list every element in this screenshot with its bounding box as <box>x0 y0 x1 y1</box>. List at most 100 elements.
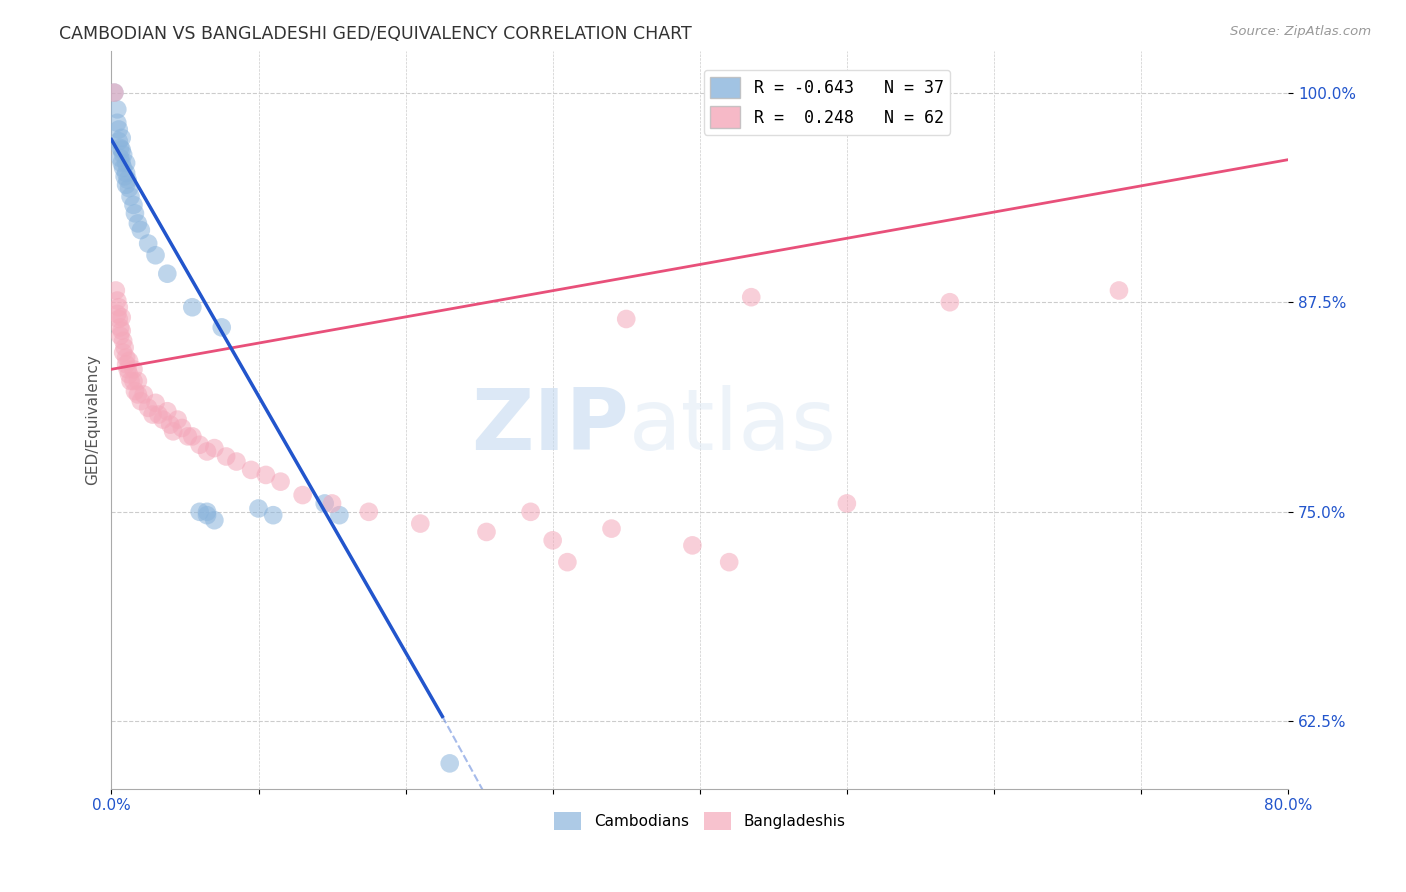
Point <box>321 496 343 510</box>
Point <box>124 206 146 220</box>
Point <box>110 328 132 343</box>
Point <box>145 248 167 262</box>
Point <box>681 538 703 552</box>
Point <box>188 505 211 519</box>
Point <box>519 505 541 519</box>
Point <box>225 454 247 468</box>
Point <box>107 134 129 148</box>
Point <box>541 533 564 548</box>
Point <box>114 169 136 184</box>
Point <box>118 368 141 382</box>
Text: CAMBODIAN VS BANGLADESHI GED/EQUIVALENCY CORRELATION CHART: CAMBODIAN VS BANGLADESHI GED/EQUIVALENCY… <box>59 25 692 43</box>
Point <box>111 156 134 170</box>
Point <box>291 488 314 502</box>
Point <box>195 508 218 523</box>
Text: Source: ZipAtlas.com: Source: ZipAtlas.com <box>1230 25 1371 38</box>
Point <box>136 236 159 251</box>
Point <box>105 116 128 130</box>
Point <box>115 166 138 180</box>
Point <box>162 425 184 439</box>
Legend: Cambodians, Bangladeshis: Cambodians, Bangladeshis <box>548 806 852 836</box>
Point <box>110 320 132 334</box>
Point <box>120 374 142 388</box>
Point <box>112 345 135 359</box>
Point <box>740 290 762 304</box>
Point <box>118 181 141 195</box>
Point <box>122 374 145 388</box>
Point <box>132 387 155 401</box>
Point <box>112 334 135 348</box>
Point <box>215 450 238 464</box>
Text: atlas: atlas <box>628 385 837 468</box>
Point <box>111 131 134 145</box>
Point <box>107 300 129 314</box>
Point <box>181 300 204 314</box>
Point <box>117 173 139 187</box>
Point <box>122 198 145 212</box>
Point <box>177 429 200 443</box>
Point <box>127 387 149 401</box>
Point <box>148 408 170 422</box>
Point <box>122 362 145 376</box>
Point <box>835 496 858 510</box>
Point <box>107 312 129 326</box>
Y-axis label: GED/Equivalency: GED/Equivalency <box>86 354 100 485</box>
Point <box>118 354 141 368</box>
Point <box>188 438 211 452</box>
Point <box>110 151 132 165</box>
Point <box>115 178 138 192</box>
Point <box>254 467 277 482</box>
Point <box>614 312 637 326</box>
Point <box>115 351 138 365</box>
Point <box>409 516 432 531</box>
Point <box>120 189 142 203</box>
Point <box>195 444 218 458</box>
Point <box>195 505 218 519</box>
Point <box>114 341 136 355</box>
Point <box>328 508 350 523</box>
Point <box>112 161 135 175</box>
Point <box>115 357 138 371</box>
Point <box>111 143 134 157</box>
Point <box>105 293 128 308</box>
Point <box>170 421 193 435</box>
Point <box>357 505 380 519</box>
Point <box>127 216 149 230</box>
Point <box>939 295 962 310</box>
Point <box>103 86 125 100</box>
Point <box>152 412 174 426</box>
Point <box>247 501 270 516</box>
Point <box>127 374 149 388</box>
Point <box>262 508 284 523</box>
Point <box>211 320 233 334</box>
Point <box>142 408 165 422</box>
Point <box>156 404 179 418</box>
Point <box>718 555 741 569</box>
Point <box>136 401 159 415</box>
Point <box>314 496 336 510</box>
Point <box>557 555 579 569</box>
Point <box>115 156 138 170</box>
Point <box>202 441 225 455</box>
Point <box>129 394 152 409</box>
Point <box>107 122 129 136</box>
Point <box>439 756 461 771</box>
Point <box>202 513 225 527</box>
Point <box>1108 284 1130 298</box>
Point <box>240 463 263 477</box>
Point <box>145 396 167 410</box>
Point <box>159 417 181 432</box>
Point <box>156 267 179 281</box>
Point <box>104 284 127 298</box>
Point <box>124 384 146 398</box>
Point <box>117 362 139 376</box>
Point <box>103 86 125 100</box>
Point <box>181 429 204 443</box>
Point <box>111 324 134 338</box>
Text: ZIP: ZIP <box>471 385 628 468</box>
Point <box>110 141 132 155</box>
Point <box>475 524 498 539</box>
Point <box>105 307 128 321</box>
Point <box>105 103 128 117</box>
Point <box>129 223 152 237</box>
